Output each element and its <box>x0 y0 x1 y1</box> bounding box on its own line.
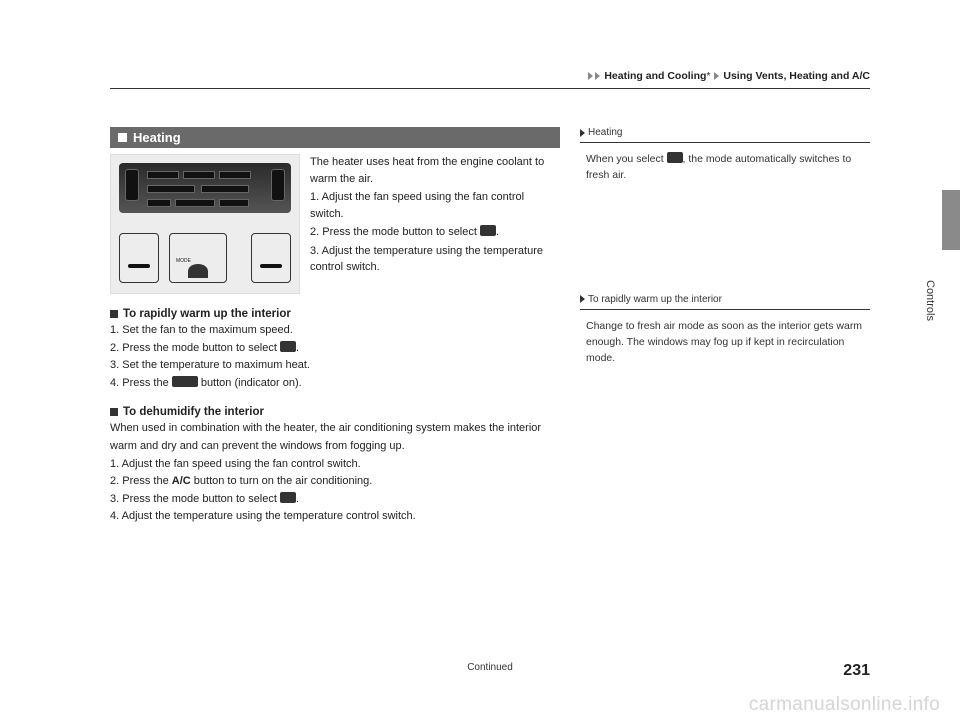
page-footer: Continued 231 <box>110 662 870 680</box>
intro-text: The heater uses heat from the engine coo… <box>310 154 560 294</box>
breadcrumb-star: * <box>706 70 710 82</box>
breadcrumb-seg2: Using Vents, Heating and A/C <box>723 70 870 82</box>
mode-floor-icon <box>280 492 296 503</box>
panel-face <box>119 163 291 213</box>
dehum-steps: When used in combination with the heater… <box>110 420 560 526</box>
square-bullet-icon <box>118 133 127 142</box>
para: When used in combination with the heater… <box>110 420 560 455</box>
intro-step: 1. Adjust the fan speed using the fan co… <box>310 189 560 222</box>
chevron-icon <box>580 129 585 137</box>
section-title-text: Heating <box>133 130 181 145</box>
recirc-icon <box>172 376 198 387</box>
step: 4. Press the button (indicator on). <box>110 375 560 393</box>
mode-floor-icon <box>280 341 296 352</box>
callout-box <box>251 233 291 283</box>
sidebar-body: When you select , the mode automatically… <box>580 143 870 184</box>
section-side-label: Controls <box>924 280 936 321</box>
step: 2. Press the A/C button to turn on the a… <box>110 473 560 491</box>
step: 4. Adjust the temperature using the temp… <box>110 508 560 526</box>
sub-heading-rapid: To rapidly warm up the interior <box>110 308 560 320</box>
intro-step: 3. Adjust the temperature using the temp… <box>310 243 560 276</box>
callout-box <box>119 233 159 283</box>
mode-floor-icon <box>667 152 683 163</box>
breadcrumb: Heating and Cooling* Using Vents, Heatin… <box>110 70 870 89</box>
chevron-icon <box>714 72 719 80</box>
intro-para: The heater uses heat from the engine coo… <box>310 154 560 187</box>
sidebar-heading: To rapidly warm up the interior <box>580 294 870 310</box>
breadcrumb-seg1: Heating and Cooling <box>604 70 706 82</box>
sub-heading-dehum: To dehumidify the interior <box>110 406 560 418</box>
main-column: Heating <box>110 127 560 526</box>
intro-step: 2. Press the mode button to select . <box>310 224 560 241</box>
callout-box: MODE <box>169 233 227 283</box>
sidebar-column: Heating When you select , the mode autom… <box>580 127 870 526</box>
chevron-icon <box>588 72 593 80</box>
step: 3. Set the temperature to maximum heat. <box>110 357 560 375</box>
mode-floor-icon <box>480 225 496 236</box>
rapid-steps: 1. Set the fan to the maximum speed. 2. … <box>110 322 560 392</box>
square-bullet-icon <box>110 408 118 416</box>
square-bullet-icon <box>110 310 118 318</box>
sidebar-heading: Heating <box>580 127 870 143</box>
watermark: carmanualsonline.info <box>749 694 940 716</box>
intro-row: MODE The heater uses heat from the engin… <box>110 154 560 294</box>
step: 1. Set the fan to the maximum speed. <box>110 322 560 340</box>
section-title: Heating <box>110 127 560 148</box>
step: 2. Press the mode button to select . <box>110 340 560 358</box>
page-number: 231 <box>843 662 870 680</box>
chevron-icon <box>595 72 600 80</box>
content-columns: Heating <box>110 127 870 526</box>
chevron-icon <box>580 295 585 303</box>
continued-label: Continued <box>467 662 513 673</box>
page-content: Heating and Cooling* Using Vents, Heatin… <box>110 70 870 670</box>
sidebar-body: Change to fresh air mode as soon as the … <box>580 310 870 367</box>
step: 3. Press the mode button to select . <box>110 491 560 509</box>
step: 1. Adjust the fan speed using the fan co… <box>110 456 560 474</box>
hvac-panel-illustration: MODE <box>110 154 300 294</box>
page-edge-tab <box>942 190 960 250</box>
